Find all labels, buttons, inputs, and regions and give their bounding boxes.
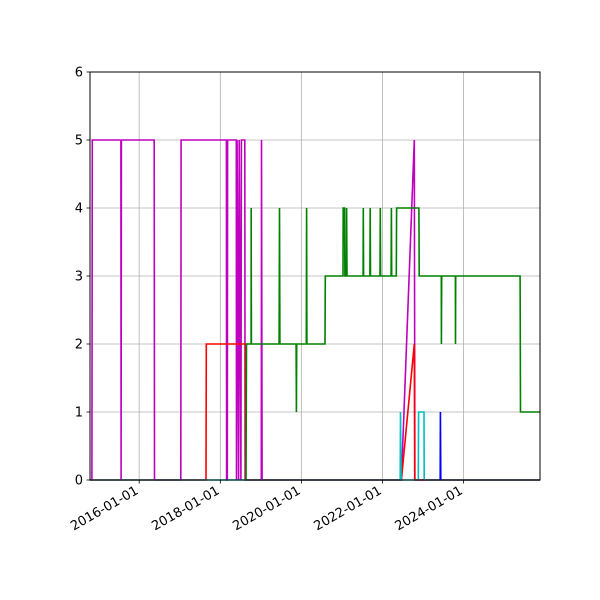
x-tick-label: 2022-01-01 bbox=[312, 483, 385, 534]
series-line-blue bbox=[439, 411, 442, 481]
series-line-magenta bbox=[90, 139, 540, 481]
x-tick-label: 2018-01-01 bbox=[149, 483, 222, 534]
y-tick-label: 3 bbox=[75, 270, 83, 285]
x-tick-label: 2024-01-01 bbox=[393, 483, 466, 534]
y-tick-label: 2 bbox=[75, 338, 83, 353]
y-tick-label: 0 bbox=[75, 474, 83, 489]
x-tick-label: 2016-01-01 bbox=[68, 483, 141, 534]
series-line-cyan bbox=[90, 411, 540, 481]
y-axis: 0 1 2 3 4 5 6 bbox=[75, 66, 90, 489]
y-tick-label: 6 bbox=[75, 66, 83, 81]
x-tick-label: 2020-01-01 bbox=[230, 483, 303, 534]
series-line-green bbox=[245, 207, 540, 481]
y-tick-label: 1 bbox=[75, 406, 83, 421]
y-tick-label: 4 bbox=[75, 202, 83, 217]
x-axis: 2016-01-01 2018-01-01 2020-01-01 2022-01-01… bbox=[68, 480, 466, 534]
series-lines bbox=[90, 139, 540, 481]
y-tick-label: 5 bbox=[75, 134, 83, 149]
